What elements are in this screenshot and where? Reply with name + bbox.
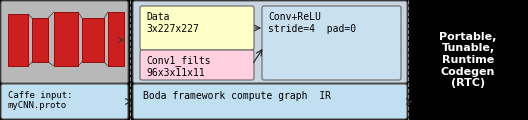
Text: Boda framework compute graph  IR: Boda framework compute graph IR: [143, 91, 331, 101]
FancyBboxPatch shape: [140, 50, 254, 80]
Text: Caffe input:
myCNN.proto: Caffe input: myCNN.proto: [8, 91, 72, 110]
FancyBboxPatch shape: [140, 6, 254, 50]
Text: Conv1_filts
96x3x11x11: Conv1_filts 96x3x11x11: [146, 55, 211, 78]
FancyBboxPatch shape: [32, 18, 48, 62]
FancyBboxPatch shape: [1, 84, 128, 119]
FancyBboxPatch shape: [133, 1, 407, 83]
FancyBboxPatch shape: [54, 12, 78, 66]
Text: Conv+ReLU
stride=4  pad=0: Conv+ReLU stride=4 pad=0: [268, 12, 356, 34]
Text: Portable,
Tunable,
Runtime
Codegen
(RTC): Portable, Tunable, Runtime Codegen (RTC): [439, 32, 497, 88]
FancyBboxPatch shape: [8, 14, 28, 66]
FancyBboxPatch shape: [82, 18, 104, 62]
FancyBboxPatch shape: [262, 6, 401, 80]
FancyBboxPatch shape: [108, 12, 124, 66]
FancyBboxPatch shape: [133, 84, 407, 119]
Text: Data
3x227x227: Data 3x227x227: [146, 12, 199, 34]
FancyBboxPatch shape: [1, 1, 128, 83]
